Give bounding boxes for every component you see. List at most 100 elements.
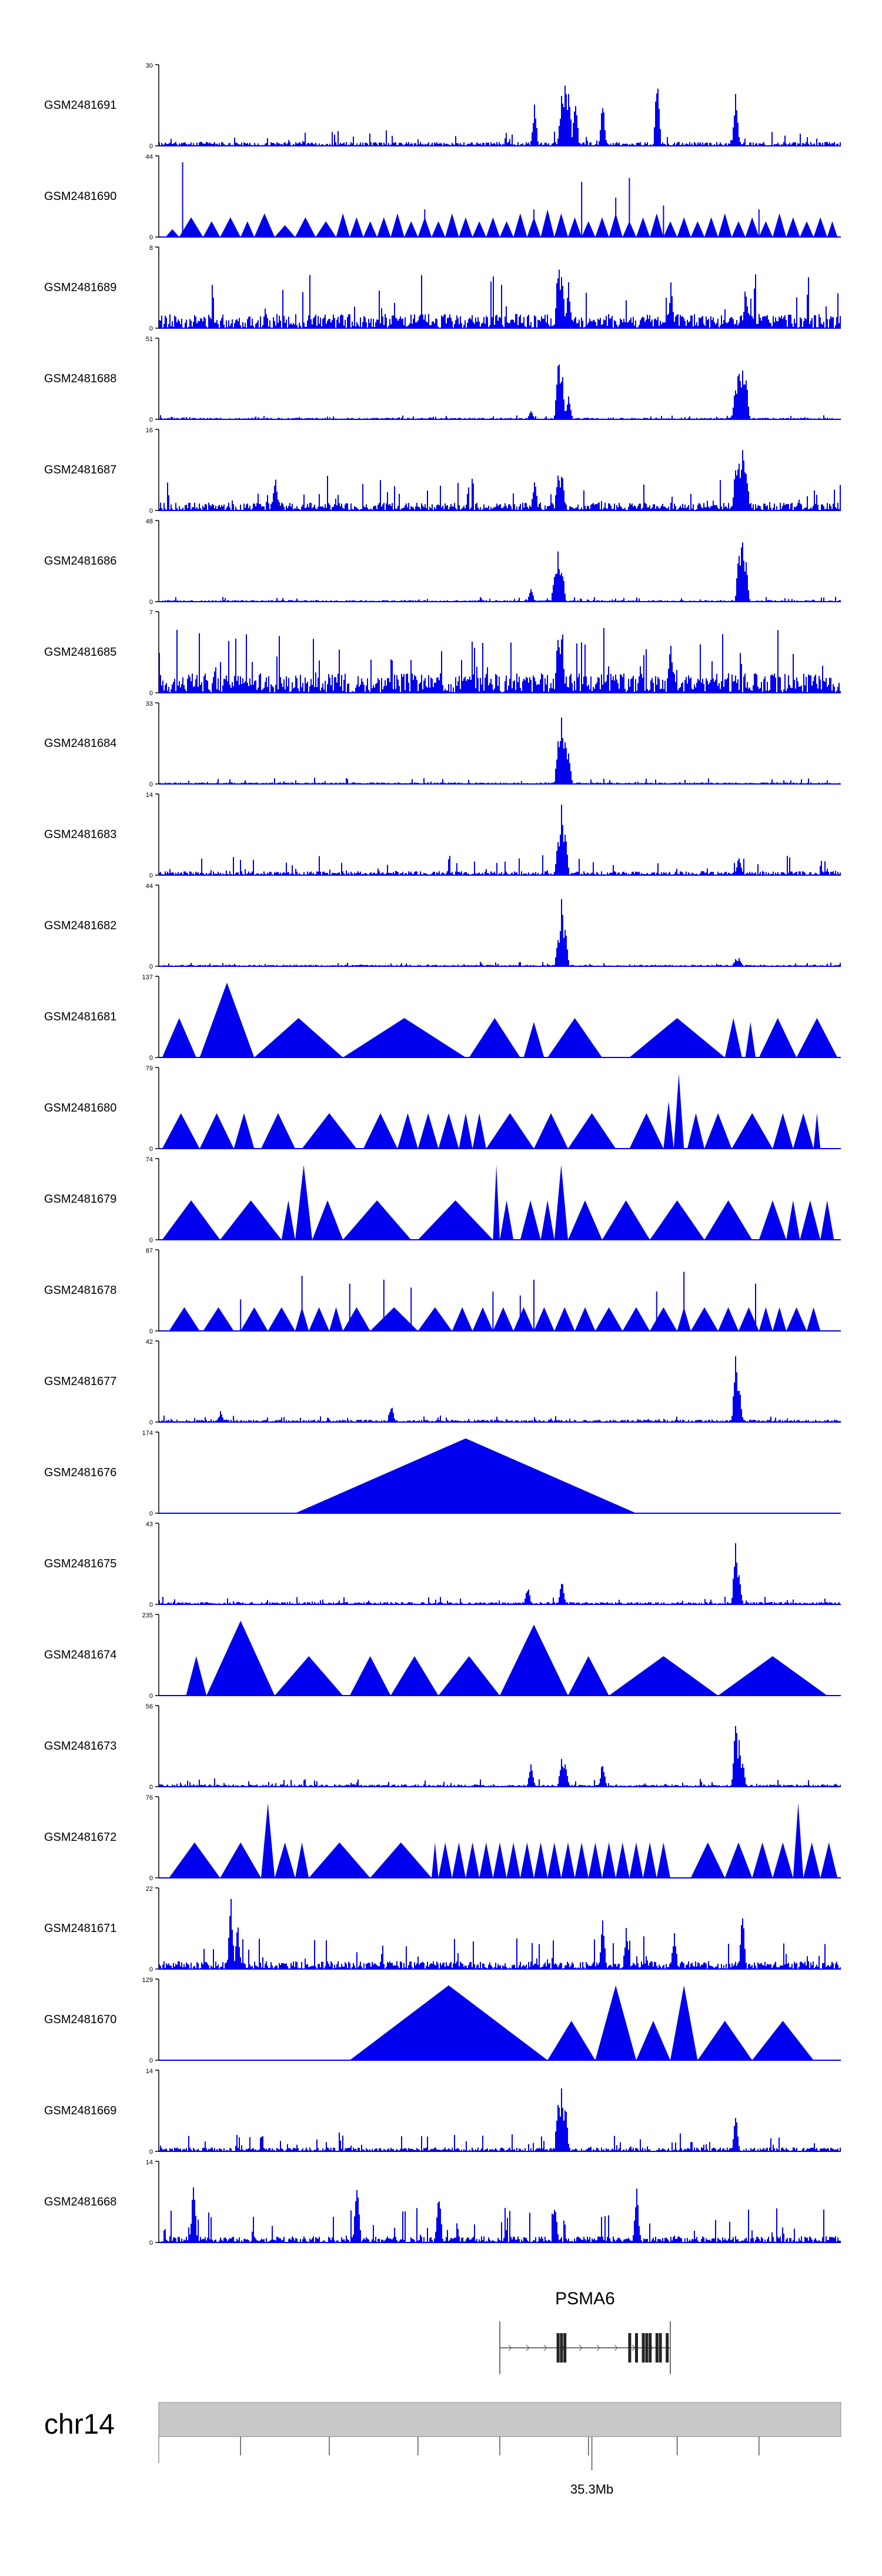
coverage-peak: [595, 1307, 623, 1331]
coverage-peak: [281, 1200, 295, 1240]
y-max-label: 235: [142, 1612, 153, 1619]
coverage-peak: [295, 1438, 636, 1513]
coverage-peak: [343, 1200, 412, 1240]
coverage-peak: [500, 221, 514, 237]
y-max-label: 44: [146, 154, 153, 161]
coverage-peak: [807, 1307, 821, 1331]
coverage-peak: [731, 221, 746, 237]
coverage-peak: [636, 2021, 670, 2060]
coverage-peak: [472, 221, 486, 237]
y-min-label: 0: [149, 1966, 153, 1973]
coverage-peak: [786, 1307, 807, 1331]
coverage-peak: [643, 1842, 657, 1878]
coverage-peak: [513, 1307, 534, 1331]
coverage-peak: [220, 217, 241, 237]
coverage-peak: [636, 217, 650, 237]
coverage-peak: [813, 1113, 821, 1149]
coverage-peak: [459, 217, 473, 237]
coverage-peak: [203, 221, 220, 237]
track-label: GSM2481671: [44, 1922, 116, 1935]
coverage-peak: [254, 213, 275, 237]
track-GSM2481674: GSM2481674 235 0: [44, 1612, 841, 1700]
track-label: GSM2481679: [44, 1193, 116, 1206]
coverage-peak: [261, 1803, 275, 1878]
y-max-label: 137: [142, 974, 153, 981]
coverage-peak: [329, 1307, 343, 1331]
coverage-peak: [793, 1113, 814, 1149]
coverage-peak: [595, 1985, 636, 2060]
y-min-label: 0: [149, 325, 153, 332]
coverage-signal: [159, 2088, 841, 2151]
coverage-peak: [724, 1018, 742, 1057]
strand-arrow: [526, 2344, 530, 2351]
coverage-peak: [417, 1307, 452, 1331]
coverage-peak: [803, 1842, 821, 1878]
y-max-label: 43: [146, 1521, 153, 1528]
coverage-peak: [616, 1842, 630, 1878]
gene-label: PSMA6: [555, 2289, 615, 2308]
y-max-label: 74: [146, 1156, 153, 1163]
coverage-peak: [417, 1113, 439, 1149]
coverage-peak: [493, 1164, 500, 1240]
gene-exon: [563, 2333, 567, 2363]
coverage-peak: [390, 213, 405, 237]
track-GSM2481679: GSM2481679 74 0: [44, 1156, 841, 1244]
coverage-peak: [309, 1307, 329, 1331]
coverage-signal: [159, 805, 841, 875]
coverage-peak: [275, 1842, 295, 1878]
coverage-peak: [417, 1200, 493, 1240]
track-label: GSM2481691: [44, 99, 116, 112]
coverage-signal: [159, 628, 841, 693]
track-GSM2481671: GSM2481671 22 0: [44, 1886, 841, 1973]
y-max-label: 22: [146, 1886, 153, 1893]
gene-exon: [645, 2333, 649, 2363]
coverage-signal: [159, 1898, 841, 1969]
coverage-peak: [773, 1113, 793, 1149]
track-label: GSM2481670: [44, 2013, 116, 2026]
track-label: GSM2481680: [44, 1102, 116, 1115]
coverage-peak: [595, 217, 609, 237]
track-label: GSM2481687: [44, 463, 116, 476]
coverage-peak: [718, 1656, 827, 1696]
coverage-signal: [159, 450, 841, 510]
coverage-peak: [759, 1307, 773, 1331]
coverage-peak: [622, 1307, 650, 1331]
track-label: GSM2481686: [44, 555, 116, 568]
coverage-peak: [796, 1018, 838, 1057]
coverage-peak: [438, 1113, 459, 1149]
coverage-peak: [295, 217, 316, 237]
coverage-peak: [500, 1624, 568, 1696]
coverage-peak: [486, 217, 500, 237]
coverage-peak: [493, 1842, 507, 1878]
y-max-label: 8: [149, 245, 153, 252]
coverage-peak: [363, 221, 377, 237]
track-label: GSM2481676: [44, 1466, 116, 1479]
coverage-peak: [438, 1656, 500, 1696]
y-min-label: 0: [149, 1237, 153, 1244]
coverage-signal: [159, 542, 841, 602]
coverage-peak: [568, 1200, 602, 1240]
coverage-peak: [752, 1842, 773, 1878]
coverage-peak: [602, 1842, 616, 1878]
coverage-signal: [159, 85, 841, 146]
coverage-peak: [574, 1307, 596, 1331]
coverage-peak: [302, 1113, 357, 1149]
coverage-peak: [745, 217, 759, 237]
coverage-peak: [295, 1164, 312, 1240]
y-max-label: 87: [146, 1247, 153, 1254]
coverage-peak: [690, 1842, 725, 1878]
coverage-peak: [759, 1018, 797, 1057]
y-min-label: 0: [149, 1875, 153, 1882]
coverage-peak: [739, 1307, 759, 1331]
coverage-peak: [588, 1842, 602, 1878]
coverage-peak: [370, 1307, 418, 1331]
coverage-peak: [534, 1113, 568, 1149]
y-max-label: 51: [146, 336, 153, 343]
coverage-peak: [650, 1307, 677, 1331]
gene-exon: [560, 2333, 563, 2363]
track-label: GSM2481685: [44, 646, 116, 659]
gene-exon: [649, 2333, 652, 2363]
coverage-peak: [220, 1200, 282, 1240]
coverage-peak: [800, 221, 814, 237]
coverage-peak: [677, 217, 691, 237]
